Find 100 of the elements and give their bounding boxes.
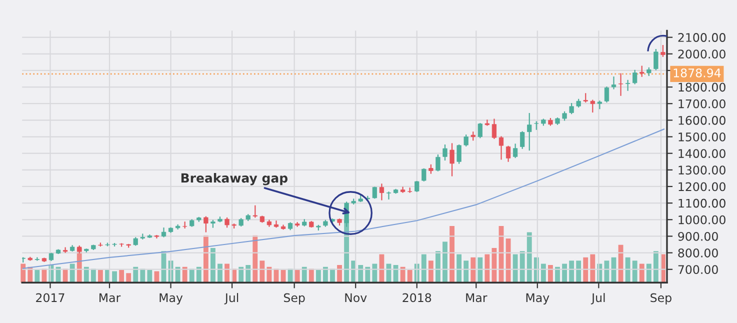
- candlestick: [492, 118, 497, 139]
- bar: [224, 264, 230, 283]
- y-tick-label: 700.00: [678, 265, 718, 274]
- bar: [646, 264, 652, 283]
- bar: [470, 257, 476, 283]
- candlestick: [632, 70, 638, 84]
- bar: [147, 270, 152, 283]
- candlestick: [618, 73, 624, 96]
- bar: [112, 271, 117, 283]
- candlestick: [512, 144, 518, 158]
- candlestick: [372, 186, 377, 199]
- candlestick: [498, 136, 504, 160]
- candlestick: [590, 100, 595, 112]
- candlestick: [640, 66, 644, 77]
- annotation: Breakaway gap: [181, 173, 288, 186]
- bar: [218, 264, 222, 283]
- y-tick-label: 1600.00: [678, 116, 726, 125]
- candlestick: [604, 86, 610, 103]
- candlestick: [182, 222, 188, 228]
- bar: [569, 260, 574, 283]
- bar: [583, 257, 588, 283]
- bar: [576, 260, 582, 283]
- bar: [119, 270, 124, 283]
- candlestick: [62, 247, 68, 253]
- bar: [154, 271, 160, 283]
- x-tick-label: May: [526, 293, 550, 304]
- bar: [456, 254, 462, 283]
- candlestick: [154, 234, 160, 238]
- y-tick-label: 1100.00: [678, 198, 726, 208]
- bar: [34, 270, 40, 283]
- bar: [436, 251, 440, 283]
- x-tick-label: Jul: [590, 293, 605, 304]
- bar: [464, 260, 469, 283]
- candlestick: [112, 242, 117, 247]
- bar: [196, 266, 202, 283]
- x-tick-label: Jul: [224, 293, 238, 304]
- y-tick-label: 1400.00: [678, 149, 726, 158]
- bar: [238, 266, 244, 283]
- bar: [653, 251, 658, 283]
- candlestick: [34, 257, 40, 261]
- x-tick-label: Mar: [100, 293, 121, 302]
- y-tick-label: 900.00: [678, 232, 718, 241]
- candlestick: [252, 205, 258, 218]
- candlestick: [456, 144, 462, 164]
- candlestick: [422, 168, 426, 182]
- bar: [260, 260, 265, 283]
- bar: [20, 264, 26, 283]
- candlestick: [98, 242, 103, 247]
- bar: [372, 264, 378, 283]
- y-tick-label: 2000.00: [678, 50, 726, 59]
- x-tick-label: Sep: [284, 293, 305, 304]
- candlestick: [569, 103, 574, 114]
- candlestick: [442, 144, 448, 161]
- bar: [84, 266, 89, 283]
- bar: [421, 254, 426, 283]
- bar: [478, 257, 483, 283]
- bar: [540, 264, 546, 283]
- candlestick: [408, 188, 412, 193]
- bar: [407, 270, 412, 283]
- y-tick-label: 1200.00: [678, 182, 726, 192]
- bar: [450, 226, 454, 283]
- candlestick: [520, 131, 525, 149]
- x-tick-label: Sep: [650, 293, 672, 304]
- candlestick: [611, 76, 616, 90]
- candlestick: [506, 146, 511, 162]
- ref-line-label: 1878.94: [674, 68, 721, 78]
- candlestick: [450, 143, 454, 176]
- bar: [512, 254, 518, 283]
- candlestick: [654, 49, 658, 70]
- x-tick-label: Mar: [466, 293, 488, 302]
- bar: [428, 260, 434, 283]
- candlestick: [660, 45, 666, 57]
- bar: [316, 270, 321, 283]
- bar: [70, 264, 75, 283]
- bar: [625, 257, 630, 283]
- candlestick: [534, 121, 539, 130]
- candlestick: [274, 220, 279, 228]
- y-tick-label: 1500.00: [678, 132, 726, 142]
- bar: [182, 266, 188, 283]
- candlestick: [436, 154, 440, 172]
- bar: [520, 251, 525, 283]
- bar: [400, 266, 406, 283]
- bar: [133, 266, 138, 283]
- candlestick: [204, 216, 208, 232]
- bar: [442, 242, 448, 283]
- bar: [98, 270, 103, 283]
- y-tick-label: 1700.00: [678, 99, 726, 108]
- bar: [337, 264, 342, 283]
- bar: [632, 260, 638, 283]
- candlestick: [224, 217, 230, 228]
- bar: [548, 264, 553, 283]
- bar: [555, 266, 560, 283]
- bar: [526, 232, 532, 283]
- bar: [590, 254, 596, 283]
- candlestick: [478, 122, 482, 138]
- candlestick: [464, 134, 468, 146]
- y-tick-label: 2100.00: [678, 33, 726, 42]
- bar: [246, 264, 251, 283]
- bar: [210, 248, 216, 283]
- x-tick-label: 2018: [402, 293, 432, 302]
